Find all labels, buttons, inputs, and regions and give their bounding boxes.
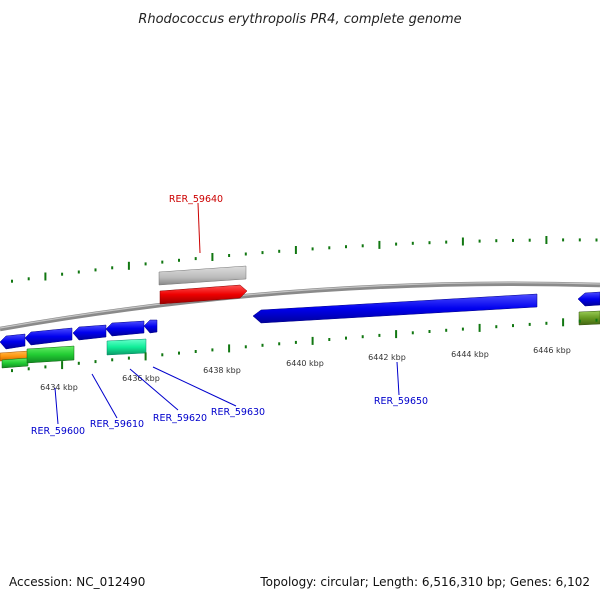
- gene-cyan[interactable]: [106, 338, 147, 356]
- scale-label: 6442 kbp: [368, 353, 406, 362]
- pseudo-gene-block[interactable]: [158, 265, 247, 286]
- scale-label: 6438 kbp: [203, 366, 241, 375]
- gene-rer-59600-block[interactable]: [0, 333, 26, 350]
- gene-blue-4[interactable]: [105, 320, 145, 337]
- genome-backbone: [0, 281, 600, 332]
- gene-blue-3[interactable]: [72, 324, 107, 341]
- gene-right-edge[interactable]: [577, 291, 600, 307]
- map-title: Rhodococcus erythropolis PR4, complete g…: [138, 12, 461, 27]
- gene-label-rer-59610[interactable]: RER_59610: [90, 419, 144, 430]
- gene-label-rer-59640[interactable]: RER_59640: [169, 194, 223, 205]
- scale-label: 6444 kbp: [451, 350, 489, 359]
- scale-label: 6446 kbp: [533, 346, 571, 355]
- gene-label-rer-59620[interactable]: RER_59620: [153, 413, 207, 424]
- genome-summary-text: Topology: circular; Length: 6,516,310 bp…: [259, 575, 590, 589]
- gene-label-rer-59650[interactable]: RER_59650: [374, 396, 428, 407]
- genome-backbone-highlight: [0, 282, 600, 329]
- label-leaders: [54, 202, 400, 425]
- gene-green-rna[interactable]: [26, 345, 75, 364]
- gene-green-lower[interactable]: [1, 357, 29, 369]
- gene-label-rer-59630[interactable]: RER_59630: [211, 407, 265, 418]
- gene-rer-59650[interactable]: [252, 293, 538, 324]
- gene-blue-5[interactable]: [143, 319, 158, 334]
- gene-olive-right[interactable]: [578, 310, 600, 326]
- gene-label-rer-59600[interactable]: RER_59600: [31, 426, 85, 437]
- scale-label: 6440 kbp: [286, 359, 324, 368]
- accession-text: Accession: NC_012490: [9, 575, 145, 589]
- gene-rer-59610-block[interactable]: [24, 327, 73, 346]
- inner-scale-ticks: [11, 318, 598, 373]
- scale-label: 6434 kbp: [40, 383, 78, 392]
- gene-labels: RER_59600 RER_59610 RER_59620 RER_59630 …: [31, 194, 428, 437]
- gene-rer-59640[interactable]: [159, 284, 248, 305]
- outer-scale-ticks: [11, 236, 598, 283]
